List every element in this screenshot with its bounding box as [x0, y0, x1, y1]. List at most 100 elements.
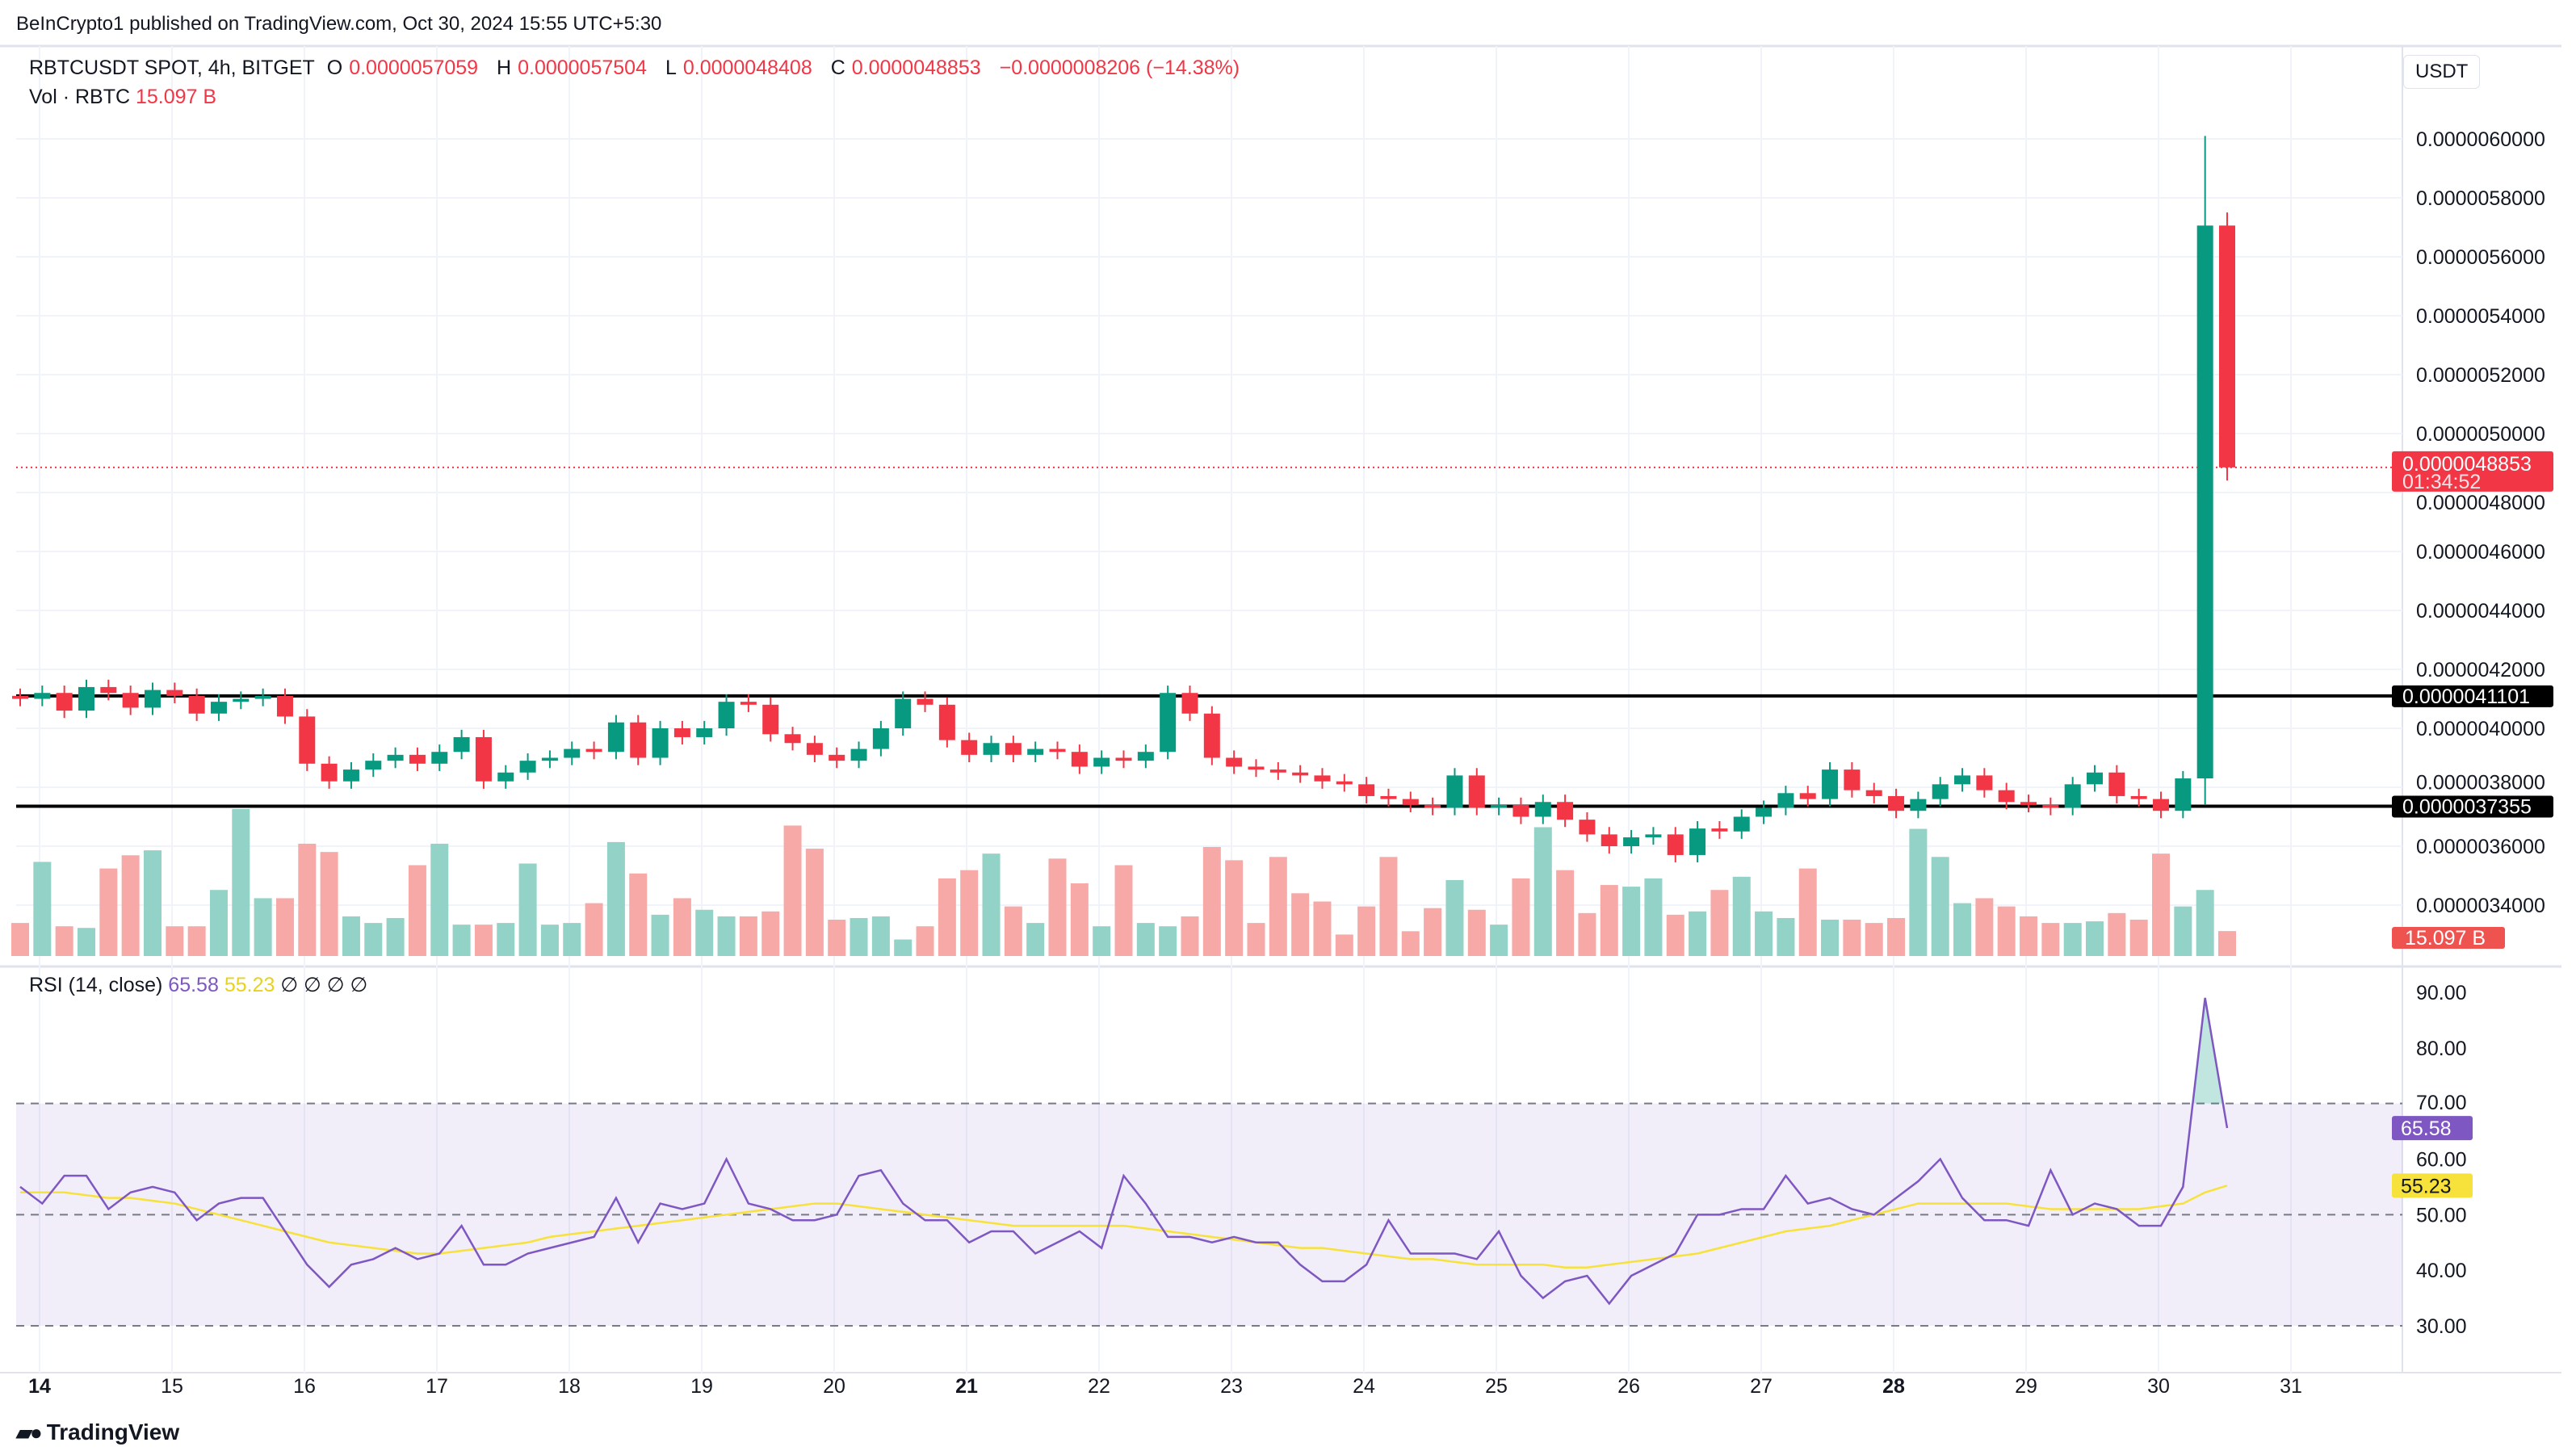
candle-body: [1115, 757, 1132, 761]
rsi-tick-label: 90.00: [2416, 982, 2467, 1004]
open-label: O: [326, 57, 343, 79]
rsi-value-badge: [2392, 1116, 2473, 1141]
volume-bar: [1004, 906, 1022, 956]
volume-value: 15.097 B: [135, 86, 217, 108]
tradingview-logo[interactable]: ▰● TradingView: [16, 1419, 179, 1445]
low-label: L: [665, 57, 677, 79]
candle-body: [607, 722, 624, 753]
currency-button[interactable]: USDT: [2403, 55, 2481, 89]
volume-bar: [1777, 917, 1795, 956]
candle: [56, 686, 73, 719]
candle-body: [1491, 804, 1508, 808]
time-tick-label: 28: [1882, 1375, 1905, 1398]
volume-badge: [2392, 927, 2505, 949]
candle: [1115, 750, 1132, 769]
candle-body: [1799, 793, 1816, 799]
price-tick-label: 0.0000060000: [2416, 128, 2545, 151]
candle-body: [1623, 837, 1640, 846]
candle: [233, 691, 250, 710]
volume-bar: [1997, 906, 2016, 956]
candle: [1976, 768, 1993, 798]
current-price-badge: [2392, 451, 2553, 492]
volume-bar: [320, 852, 338, 956]
volume-bar: [121, 855, 140, 956]
time-tick-label: 27: [1750, 1375, 1773, 1398]
volume-bar: [364, 923, 383, 956]
candle-body: [1468, 775, 1485, 808]
volume-bar: [1335, 934, 1353, 956]
rsi-legend[interactable]: RSI (14, close) 65.58 55.23 ∅ ∅ ∅ ∅: [29, 973, 367, 997]
candle-body: [1160, 693, 1177, 753]
candle-body: [2108, 772, 2125, 796]
symbol-name[interactable]: RBTCUSDT SPOT, 4h, BITGET: [29, 57, 315, 79]
time-tick-label: 18: [558, 1375, 581, 1398]
candle-body: [1733, 816, 1750, 832]
candle: [34, 686, 51, 707]
candle-body: [872, 728, 889, 749]
candle: [342, 761, 359, 789]
volume-bar: [1159, 926, 1177, 956]
candle-body: [1402, 799, 1419, 805]
candle: [1269, 761, 1286, 780]
candle: [431, 744, 448, 771]
volume-bar: [518, 863, 537, 956]
volume-bar: [739, 916, 757, 956]
volume-bar: [11, 923, 29, 956]
candle: [166, 682, 183, 703]
candle-body: [585, 748, 602, 753]
candle: [1049, 741, 1066, 760]
candle-body: [387, 754, 404, 761]
volume-bar: [1931, 857, 1949, 956]
countdown-label: 01:34:52: [2402, 471, 2481, 493]
volume-bar: [1467, 909, 1486, 956]
rsi-extras: ∅ ∅ ∅ ∅: [280, 974, 368, 996]
price-tick-label: 0.0000042000: [2416, 659, 2545, 681]
open-value: 0.0000057059: [349, 57, 479, 79]
price-tick-label: 0.0000040000: [2416, 718, 2545, 740]
candle: [718, 694, 735, 736]
candle: [12, 688, 28, 707]
volume-bar: [1865, 923, 1883, 956]
candle-body: [1049, 748, 1066, 753]
volume-bar: [938, 878, 956, 956]
candle: [2087, 765, 2104, 792]
time-tick-label: 17: [426, 1375, 448, 1398]
volume-bar: [1291, 893, 1310, 956]
candle: [607, 715, 624, 760]
candle-body: [1336, 781, 1353, 785]
price-tick-label: 0.0000056000: [2416, 246, 2545, 269]
close-label: C: [830, 57, 845, 79]
rsi-ma-line: [20, 1185, 2228, 1268]
volume-bar: [585, 903, 603, 956]
volume-bar: [1114, 865, 1133, 956]
candle-body: [497, 772, 514, 782]
volume-bar: [894, 939, 913, 956]
candle: [1248, 759, 1265, 778]
candle-body: [2042, 804, 2059, 808]
candle: [541, 750, 558, 769]
candle: [497, 765, 514, 789]
rsi-ma-badge: [2392, 1173, 2473, 1198]
time-tick-label: 22: [1088, 1375, 1110, 1398]
symbol-legend: RBTCUSDT SPOT, 4h, BITGET O 0.0000057059 …: [29, 57, 1246, 80]
volume-bar: [673, 898, 691, 956]
candle-body: [2087, 772, 2104, 785]
candle: [1733, 809, 1750, 839]
time-tick-label: 20: [823, 1375, 845, 1398]
candle: [122, 686, 139, 715]
candle-body: [829, 754, 845, 761]
candle: [1557, 795, 1574, 828]
candle-body: [1711, 828, 1728, 832]
volume-bar: [717, 916, 736, 956]
rsi-ma-badge-label: 55.23: [2401, 1175, 2452, 1197]
candle: [1998, 782, 2015, 810]
candle-body: [276, 695, 293, 717]
candle: [1844, 761, 1861, 798]
volume-legend[interactable]: Vol · RBTC 15.097 B: [29, 86, 216, 109]
volume-bar: [916, 926, 934, 956]
volume-badge-label: 15.097 B: [2405, 927, 2486, 950]
candle-body: [630, 722, 647, 758]
volume-bar: [761, 911, 780, 956]
candle: [210, 694, 227, 721]
